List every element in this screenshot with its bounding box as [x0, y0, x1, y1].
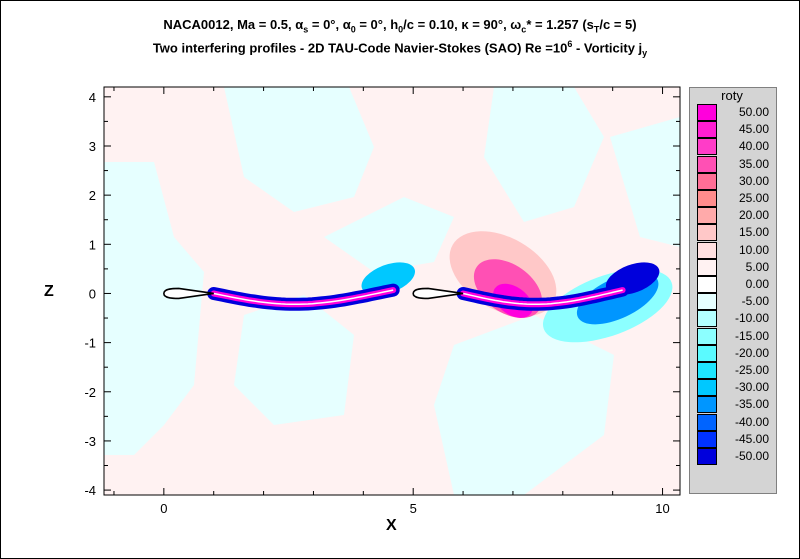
colorbar-entry: 50.00: [697, 104, 773, 121]
colorbar-swatch: [697, 190, 717, 207]
colorbar-swatch: [697, 155, 717, 173]
y-tick-label: 0: [89, 286, 96, 301]
y-tick-label: -3: [84, 434, 96, 449]
colorbar-label: 0.00: [745, 277, 769, 291]
colorbar-entry: 45.00: [697, 121, 773, 139]
colorbar-swatch: [697, 430, 717, 448]
colorbar-entry: 0.00: [697, 276, 773, 293]
colorbar-entry: -45.00: [697, 430, 773, 448]
field-region-lower: [234, 295, 354, 425]
chart-subtitle: Two interfering profiles - 2D TAU-Code N…: [152, 39, 648, 58]
colorbar-label: 25.00: [738, 191, 769, 205]
colorbar-swatch: [697, 344, 717, 362]
y-tick-label: -2: [84, 385, 96, 400]
colorbar-swatch: [697, 293, 717, 311]
y-tick-label: 4: [89, 90, 96, 105]
colorbar-swatch: [697, 121, 717, 139]
colorbar-title: roty: [721, 88, 743, 103]
colorbar-swatch: [697, 172, 717, 190]
colorbar-label: 5.00: [745, 259, 769, 274]
field-region-far-right: [610, 117, 680, 247]
field-region-upper: [224, 87, 374, 212]
colorbar-swatch: [697, 138, 717, 156]
colorbar-label: -50.00: [734, 449, 769, 463]
colorbar-entry: 20.00: [697, 207, 773, 225]
y-tick-label: -1: [84, 336, 96, 351]
colorbar-label: -20.00: [734, 345, 769, 360]
colorbar-label: 40.00: [738, 139, 769, 154]
colorbar-label: 20.00: [738, 208, 769, 223]
colorbar-label: -15.00: [734, 328, 769, 343]
colorbar-label: 45.00: [738, 122, 769, 137]
y-tick-label: 2: [89, 188, 96, 203]
colorbar-entry: -40.00: [697, 413, 773, 431]
x-tick-label: 0: [160, 501, 167, 516]
colorbar-label: 35.00: [738, 156, 769, 171]
colorbar-entry: 5.00: [697, 258, 773, 276]
colorbar-swatch: [697, 224, 717, 242]
colorbar-label: -25.00: [734, 363, 769, 377]
colorbar-entry: 35.00: [697, 155, 773, 173]
colorbar-swatch: [697, 413, 717, 431]
colorbar-label: -45.00: [734, 431, 769, 446]
colorbar-entry: -20.00: [697, 344, 773, 362]
colorbar-entry: -30.00: [697, 379, 773, 397]
colorbar-swatch: [697, 276, 717, 293]
y-tick-label: 1: [89, 237, 96, 252]
colorbar-swatch: [697, 396, 717, 414]
x-tick-label: 10: [655, 501, 669, 516]
airfoil-2: [412, 287, 464, 300]
vortex-small-negative: [361, 262, 416, 295]
y-tick-label: 3: [89, 139, 96, 154]
colorbar-entry: -15.00: [697, 327, 773, 345]
colorbar-swatch: [697, 310, 717, 328]
colorbar-swatch: [697, 241, 717, 259]
colorbar-swatch: [697, 258, 717, 276]
colorbar-entry: 15.00: [697, 224, 773, 242]
colorbar-entry: -25.00: [697, 362, 773, 379]
colorbar-entry: 40.00: [697, 138, 773, 156]
colorbar-swatch: [697, 207, 717, 225]
colorbar-label: 10.00: [738, 242, 769, 257]
plot-border: [103, 86, 681, 496]
colorbar-entry: 10.00: [697, 241, 773, 259]
colorbar-label: 15.00: [738, 225, 769, 240]
colorbar-label: -35.00: [734, 397, 769, 412]
colorbar-label: 30.00: [738, 173, 769, 188]
colorbar-entry: 25.00: [697, 190, 773, 207]
colorbar-label: -30.00: [734, 380, 769, 395]
field-region-mid: [324, 197, 454, 272]
x-tick-label: 5: [410, 501, 417, 516]
colorbar-swatch: [697, 327, 717, 345]
colorbar-entry: -5.00: [697, 293, 773, 311]
wake-sheet-front-line: [213, 289, 394, 306]
airfoil-1: [163, 287, 214, 300]
colorbar-label: -10.00: [734, 311, 769, 326]
colorbar-label: 50.00: [738, 105, 769, 119]
colorbar-swatch: [697, 448, 717, 465]
colorbar-entry: 30.00: [697, 172, 773, 190]
field-region-upper-right: [484, 87, 604, 222]
field-region-left: [104, 162, 204, 455]
chart-title: NACA0012, Ma = 0.5, αs = 0°, α0 = 0°, h0…: [163, 17, 637, 35]
colorbar-label: -40.00: [734, 414, 769, 429]
wake-sheet-rear-line: [462, 289, 623, 306]
colorbar-swatch: [697, 379, 717, 397]
colorbar-swatch: [697, 104, 717, 121]
colorbar-label: -5.00: [741, 294, 769, 309]
y-tick-label: -4: [84, 483, 96, 498]
colorbar-swatch: [697, 362, 717, 379]
field-region-lower-right: [434, 315, 614, 495]
colorbar-entry: -50.00: [697, 448, 773, 465]
colorbar-entry: -35.00: [697, 396, 773, 414]
x-axis-label: X: [386, 517, 397, 534]
y-axis-label: Z: [44, 283, 54, 300]
colorbar-entry: -10.00: [697, 310, 773, 328]
